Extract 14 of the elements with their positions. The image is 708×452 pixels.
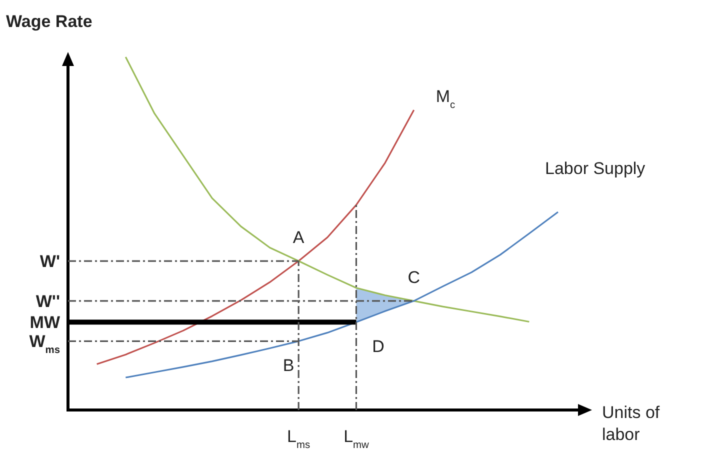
- x-axis-title: Units of labor: [602, 403, 660, 444]
- annotation: D: [372, 337, 384, 356]
- x-tick-label: L$_{mw}$: [344, 427, 370, 450]
- y-axis-title: Wage Rate: [6, 12, 92, 31]
- annotation: B: [282, 356, 294, 376]
- x-tick-label: L$_{ms}$: [287, 427, 310, 450]
- series-label: W': [40, 252, 60, 272]
- series-label: M$_{c}$: [436, 86, 456, 110]
- series-label: W'': [36, 292, 60, 311]
- annotation: A: [292, 228, 305, 248]
- text: Labor Supply: [545, 158, 646, 178]
- annotation: C: [408, 268, 420, 287]
- series-label: W$_{ms}$: [29, 332, 60, 356]
- series-label: MW: [30, 313, 61, 332]
